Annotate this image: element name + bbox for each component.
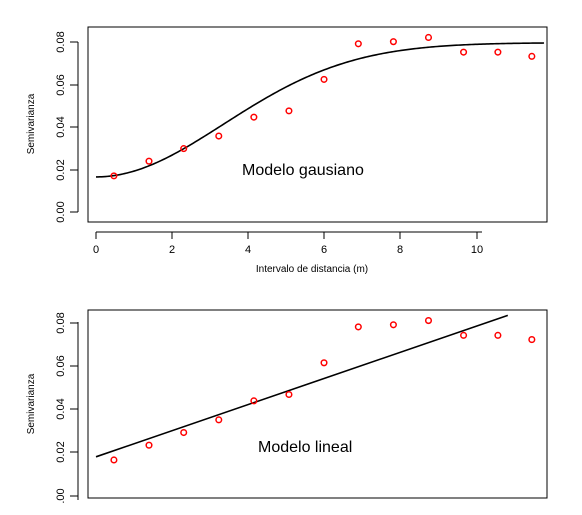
data-point [494, 331, 502, 339]
data-point [528, 336, 536, 344]
y-tick-label-0-04: 0.04 [55, 398, 67, 419]
linear-chart: Modelo lineal Semivarianza .00 0.02 0.04… [26, 309, 548, 504]
gaussian-chart: Modelo gausiano Intervalo de distancia (… [26, 26, 548, 275]
data-point [215, 416, 223, 424]
data-point [215, 132, 223, 140]
data-point [389, 38, 397, 46]
y-axis-label: Semivarianza [26, 373, 37, 434]
y-tick-label-0-06: 0.06 [55, 74, 67, 95]
data-point [389, 321, 397, 329]
data-point [460, 331, 468, 339]
y-tick-label-0-02: 0.02 [55, 159, 67, 180]
model-label: Modelo gausiano [242, 162, 364, 179]
data-point [354, 323, 362, 331]
data-point [424, 317, 433, 325]
linear-points [110, 317, 536, 464]
x-tick-label-6: 6 [321, 244, 327, 256]
model-label: Modelo lineal [258, 439, 352, 456]
data-point [424, 33, 433, 42]
data-point [250, 397, 258, 405]
gaussian-points [110, 33, 536, 180]
data-point [494, 48, 502, 56]
data-point [320, 75, 328, 83]
y-tick-label-0-00: 0.00 [55, 201, 67, 222]
gaussian-model-curve [95, 42, 545, 178]
data-point [285, 107, 293, 115]
y-tick-label-0-08: 0.08 [55, 312, 67, 333]
data-point [354, 40, 362, 48]
data-point [145, 157, 153, 165]
x-axis-label: Intervalo de distancia (m) [256, 264, 368, 275]
x-tick-label-2: 2 [169, 244, 175, 256]
data-point [180, 145, 188, 153]
y-tick-label-0-00: .00 [55, 488, 67, 503]
plot-frame [87, 309, 548, 499]
data-point [285, 390, 293, 399]
x-tick-label-0: 0 [93, 244, 99, 256]
data-point [110, 456, 118, 464]
data-point [320, 359, 328, 367]
data-point [110, 172, 118, 180]
data-point [460, 48, 468, 56]
x-tick-label-8: 8 [397, 244, 403, 256]
data-point [528, 52, 536, 60]
y-tick-label-0-06: 0.06 [55, 355, 67, 376]
linear-model-curve [95, 314, 509, 458]
y-axis-label: Semivarianza [26, 93, 37, 154]
data-point [180, 428, 188, 437]
y-tick-label-0-08: 0.08 [55, 31, 67, 52]
data-point [145, 441, 153, 449]
x-tick-label-4: 4 [245, 244, 251, 256]
plot-frame [87, 26, 548, 223]
data-point [250, 113, 258, 121]
y-tick-label-0-02: 0.02 [55, 441, 67, 462]
y-tick-label-0-04: 0.04 [55, 116, 67, 137]
x-tick-label-10: 10 [471, 244, 483, 256]
